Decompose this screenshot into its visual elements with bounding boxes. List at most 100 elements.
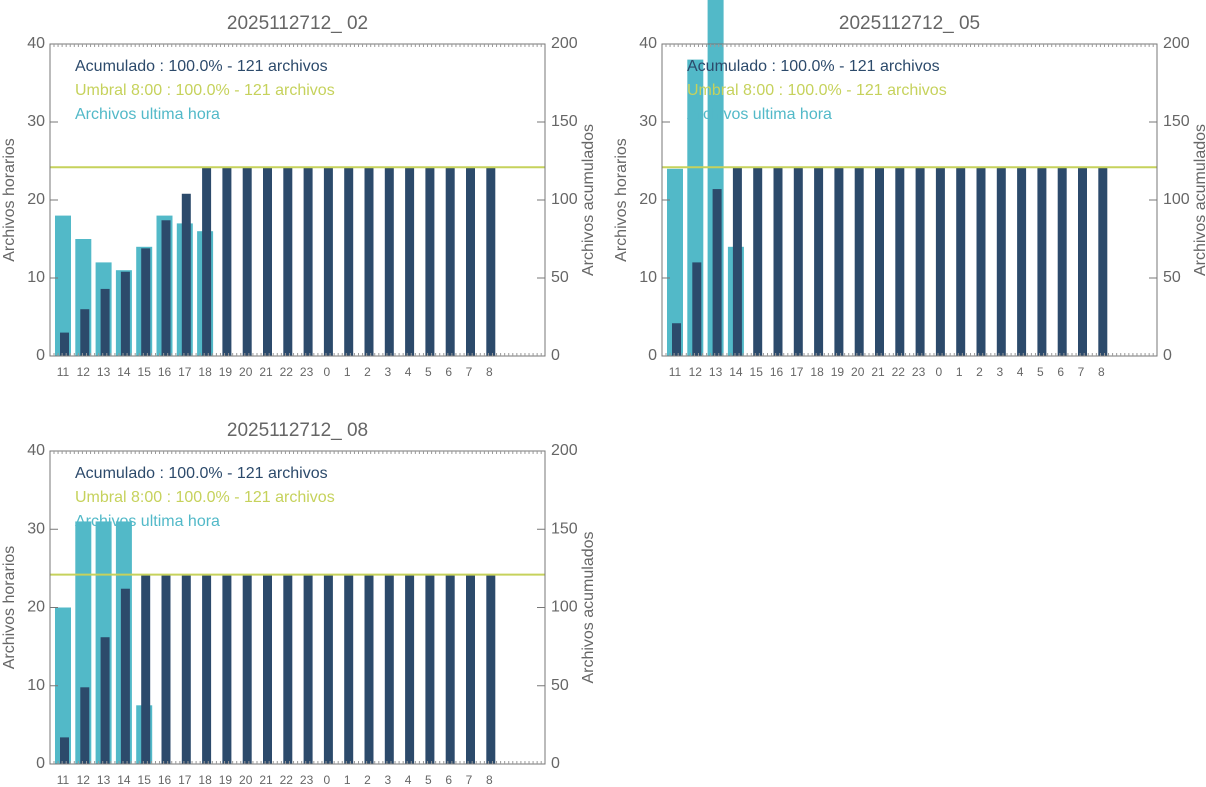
x-tick-label: 5	[1037, 365, 1044, 379]
y2-tick-label: 200	[551, 442, 578, 459]
bar	[956, 167, 966, 356]
x-tick-label: 7	[466, 773, 473, 787]
y2-tick-label: 150	[551, 520, 578, 537]
bar	[712, 189, 722, 356]
x-tick-label: 16	[158, 773, 172, 787]
bar	[405, 167, 415, 356]
x-tick-label: 20	[851, 365, 865, 379]
legend-entry: Umbral 8:00 : 100.0% - 121 archivos	[75, 489, 335, 506]
bar	[242, 574, 252, 764]
bar	[344, 167, 354, 356]
x-tick-label: 22	[280, 773, 294, 787]
legend-entry: Acumulado : 100.0% - 121 archivos	[687, 58, 940, 75]
x-tick-label: 21	[259, 365, 273, 379]
y-tick-label: 10	[639, 269, 657, 286]
bar	[55, 607, 71, 764]
y2-axis-label: Archivos acumulados	[1192, 124, 1206, 276]
x-tick-label: 16	[770, 365, 784, 379]
y-tick-label: 20	[639, 191, 657, 208]
y2-tick-label: 200	[1163, 35, 1190, 52]
bar	[141, 248, 151, 356]
bar	[445, 574, 455, 764]
bar	[1037, 167, 1047, 356]
x-tick-label: 21	[871, 365, 885, 379]
x-tick-label: 13	[709, 365, 723, 379]
bar	[405, 574, 415, 764]
x-tick-label: 17	[790, 365, 804, 379]
bar	[793, 167, 803, 356]
x-tick-label: 12	[689, 365, 703, 379]
x-tick-label: 0	[324, 773, 331, 787]
bar	[120, 271, 130, 356]
bar	[283, 574, 293, 764]
bar	[141, 574, 151, 764]
bar	[323, 574, 333, 764]
legend-entry: Umbral 8:00 : 100.0% - 121 archivos	[75, 82, 335, 99]
y-tick-label: 40	[639, 35, 657, 52]
x-tick-label: 6	[445, 773, 452, 787]
x-tick-label: 3	[996, 365, 1003, 379]
y2-tick-label: 150	[1163, 113, 1190, 130]
legend-entry: Acumulado : 100.0% - 121 archivos	[75, 58, 328, 75]
x-tick-label: 13	[97, 773, 111, 787]
y2-tick-label: 50	[551, 677, 569, 694]
bar	[283, 167, 293, 356]
x-tick-label: 5	[425, 365, 432, 379]
legend-entry: Umbral 8:00 : 100.0% - 121 archivos	[687, 82, 947, 99]
bar	[1017, 167, 1027, 356]
x-tick-label: 23	[300, 773, 314, 787]
x-tick-label: 23	[300, 365, 314, 379]
y2-tick-label: 150	[551, 113, 578, 130]
y-tick-label: 30	[639, 113, 657, 130]
x-tick-label: 14	[729, 365, 743, 379]
bar	[834, 167, 844, 356]
bar	[996, 167, 1006, 356]
chart-title: 2025112712_ 05	[839, 13, 980, 34]
x-tick-label: 20	[239, 365, 253, 379]
bar	[875, 167, 884, 356]
x-tick-label: 14	[117, 365, 131, 379]
x-tick-label: 19	[831, 365, 845, 379]
bar	[732, 167, 742, 356]
bar	[364, 167, 374, 356]
bar	[222, 167, 232, 356]
x-tick-label: 11	[669, 365, 682, 379]
x-tick-label: 11	[57, 365, 70, 379]
bar	[814, 167, 824, 356]
bar	[667, 168, 683, 356]
bar	[60, 737, 69, 764]
x-tick-label: 18	[810, 365, 824, 379]
bar	[80, 687, 90, 764]
x-tick-label: 8	[486, 773, 493, 787]
x-tick-label: 6	[1057, 365, 1064, 379]
x-tick-label: 12	[77, 365, 91, 379]
y2-tick-label: 0	[551, 755, 560, 772]
x-tick-label: 5	[425, 773, 432, 787]
bar	[425, 167, 435, 356]
bar	[672, 323, 681, 356]
bar	[303, 167, 313, 356]
x-tick-label: 6	[445, 365, 452, 379]
bar	[915, 167, 925, 356]
y-tick-label: 30	[27, 113, 45, 130]
y2-axis-label: Archivos acumulados	[580, 124, 597, 276]
legend-entry: Acumulado : 100.0% - 121 archivos	[75, 465, 328, 482]
bar	[425, 574, 435, 764]
y-tick-label: 0	[36, 347, 45, 364]
bar	[384, 167, 394, 356]
y-tick-label: 0	[36, 755, 45, 772]
x-tick-label: 14	[117, 773, 131, 787]
x-tick-label: 8	[486, 365, 493, 379]
x-tick-label: 13	[97, 365, 111, 379]
bar	[384, 574, 394, 764]
bar	[323, 167, 333, 356]
x-tick-label: 18	[198, 773, 212, 787]
x-tick-label: 15	[138, 365, 152, 379]
x-tick-label: 15	[750, 365, 764, 379]
bar	[181, 193, 191, 356]
x-tick-label: 4	[405, 773, 412, 787]
bar	[445, 167, 455, 356]
bar	[976, 167, 986, 356]
